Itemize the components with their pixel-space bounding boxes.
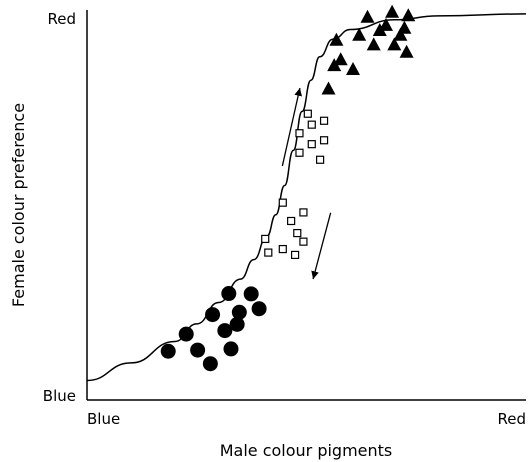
data-point-circle: [190, 342, 206, 358]
plot-frame: [86, 10, 526, 401]
data-point-square: [293, 228, 302, 238]
x-tick-max: Red: [498, 410, 527, 428]
data-point-square: [290, 250, 300, 260]
y-tick-min: Blue: [43, 387, 76, 405]
data-point-triangle: [329, 32, 344, 46]
data-point-square: [261, 234, 270, 244]
data-point-circle: [231, 304, 247, 320]
data-point-circle: [243, 286, 259, 302]
x-axis-title: Male colour pigments: [220, 441, 393, 460]
data-point-square: [264, 248, 273, 257]
plot-layer: [86, 4, 527, 382]
data-point-square: [299, 237, 308, 246]
data-point-triangle: [399, 44, 414, 58]
data-point-triangle: [379, 17, 393, 31]
arrow-down: [311, 212, 332, 280]
data-point-triangle: [327, 58, 342, 72]
data-point-circle: [221, 286, 237, 302]
data-point-circle: [205, 307, 221, 323]
data-point-triangle: [360, 9, 375, 23]
data-point-circle: [202, 356, 218, 372]
data-point-square: [307, 120, 316, 129]
data-point-circle: [178, 326, 194, 342]
data-point-triangle: [385, 4, 400, 18]
y-axis-title: Female colour preference: [9, 103, 28, 307]
data-point-triangle: [352, 27, 367, 41]
data-point-triangle: [401, 8, 416, 22]
data-point-triangle: [346, 62, 360, 75]
arrow-up: [281, 87, 303, 167]
data-point-circle: [251, 301, 267, 317]
data-point-square: [299, 208, 308, 217]
data-point-triangle: [387, 37, 402, 51]
sigmoid-curve: [86, 13, 527, 382]
data-point-triangle: [393, 27, 408, 41]
data-point-square: [287, 216, 296, 226]
data-point-square: [295, 129, 304, 138]
data-point-square: [316, 155, 325, 164]
data-point-square: [278, 198, 287, 207]
data-point-square: [319, 136, 329, 145]
data-point-triangle: [333, 52, 348, 66]
data-point-square: [303, 109, 312, 118]
data-point-triangle: [321, 81, 336, 95]
data-point-square: [295, 148, 304, 157]
data-point-square: [278, 244, 287, 254]
y-tick-max: Red: [48, 10, 77, 28]
data-point-circle: [217, 323, 233, 339]
data-point-triangle: [366, 37, 381, 51]
data-point-square: [319, 116, 329, 125]
data-point-triangle: [397, 20, 412, 34]
x-tick-min: Blue: [87, 410, 120, 428]
data-point-circle: [160, 343, 176, 359]
data-point-square: [307, 140, 316, 149]
data-point-circle: [229, 316, 245, 332]
data-point-circle: [223, 341, 239, 357]
